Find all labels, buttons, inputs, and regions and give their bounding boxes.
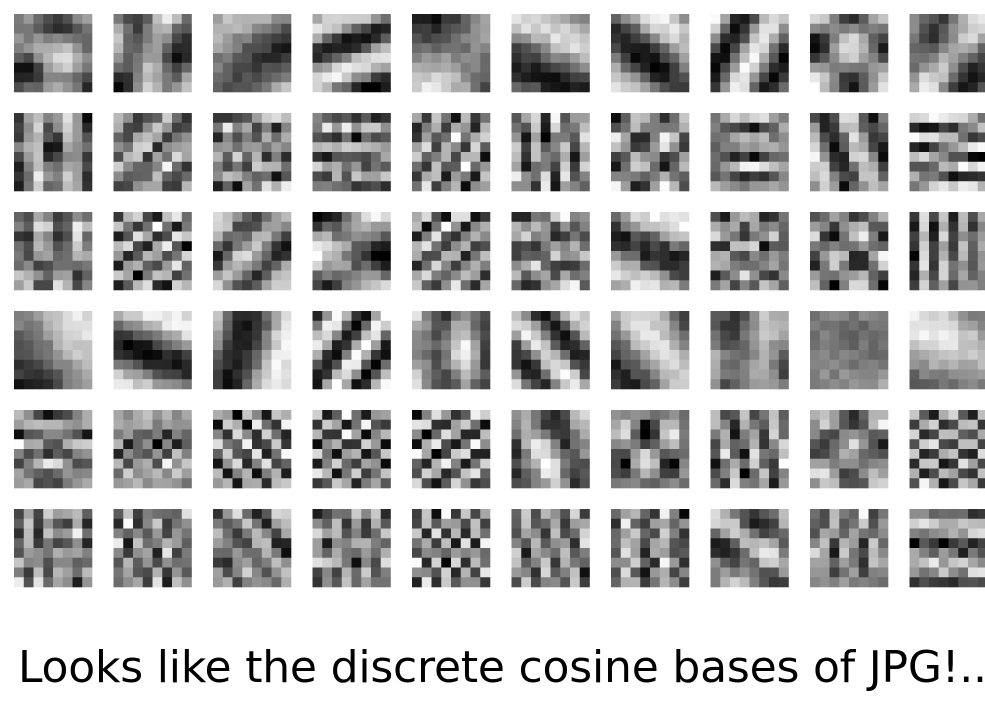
filter-patch: [412, 311, 491, 390]
filter-patch: [113, 311, 192, 390]
filter-patch: [312, 410, 391, 489]
filter-patch: [710, 14, 789, 93]
filter-patch: [213, 509, 292, 588]
filter-patch: [14, 410, 93, 489]
filter-patch: [511, 113, 590, 192]
filter-patch: [412, 14, 491, 93]
filter-patch: [412, 113, 491, 192]
filter-patch: [710, 113, 789, 192]
filter-patch: [511, 509, 590, 588]
filter-patch: [611, 113, 690, 192]
filter-patch: [710, 212, 789, 291]
filter-patch: [412, 509, 491, 588]
filter-patch: [113, 14, 192, 93]
filter-patch: [909, 509, 985, 588]
filter-patch: [710, 410, 789, 489]
filter-patch: [213, 311, 292, 390]
filter-patch: [909, 113, 985, 192]
filter-patch: [312, 212, 391, 291]
filter-patch: [213, 410, 292, 489]
filter-patch: [213, 212, 292, 291]
filter-patch: [113, 410, 192, 489]
filter-patch: [213, 113, 292, 192]
filter-patch: [312, 311, 391, 390]
filter-patch: [810, 311, 889, 390]
filter-patch: [511, 311, 590, 390]
filter-patch: [909, 14, 985, 93]
filter-patch: [909, 410, 985, 489]
filter-patch: [710, 311, 789, 390]
filter-patch: [412, 410, 491, 489]
filter-patch: [611, 212, 690, 291]
filter-bases-grid: [14, 14, 985, 588]
filter-patch: [511, 14, 590, 93]
filter-patch: [14, 14, 93, 93]
filter-patch: [810, 410, 889, 489]
filter-patch: [611, 311, 690, 390]
filter-patch: [810, 509, 889, 588]
filter-patch: [611, 509, 690, 588]
filter-patch: [14, 113, 93, 192]
filter-patch: [909, 212, 985, 291]
filter-patch: [810, 212, 889, 291]
filter-patch: [312, 14, 391, 93]
filter-patch: [710, 509, 789, 588]
filter-patch: [312, 113, 391, 192]
filter-patch: [412, 212, 491, 291]
filter-patch: [611, 410, 690, 489]
filter-patch: [113, 113, 192, 192]
filter-patch: [909, 311, 985, 390]
filter-patch: [113, 212, 192, 291]
filter-patch: [14, 311, 93, 390]
filter-patch: [14, 212, 93, 291]
caption-text: Looks like the discrete cosine bases of …: [18, 642, 985, 693]
filter-patch: [511, 212, 590, 291]
filter-patch: [312, 509, 391, 588]
filter-patch: [810, 113, 889, 192]
filter-patch: [213, 14, 292, 93]
filter-patch: [611, 14, 690, 93]
filter-patch: [113, 509, 192, 588]
filter-patch: [14, 509, 93, 588]
filter-patch: [511, 410, 590, 489]
filter-patch: [810, 14, 889, 93]
